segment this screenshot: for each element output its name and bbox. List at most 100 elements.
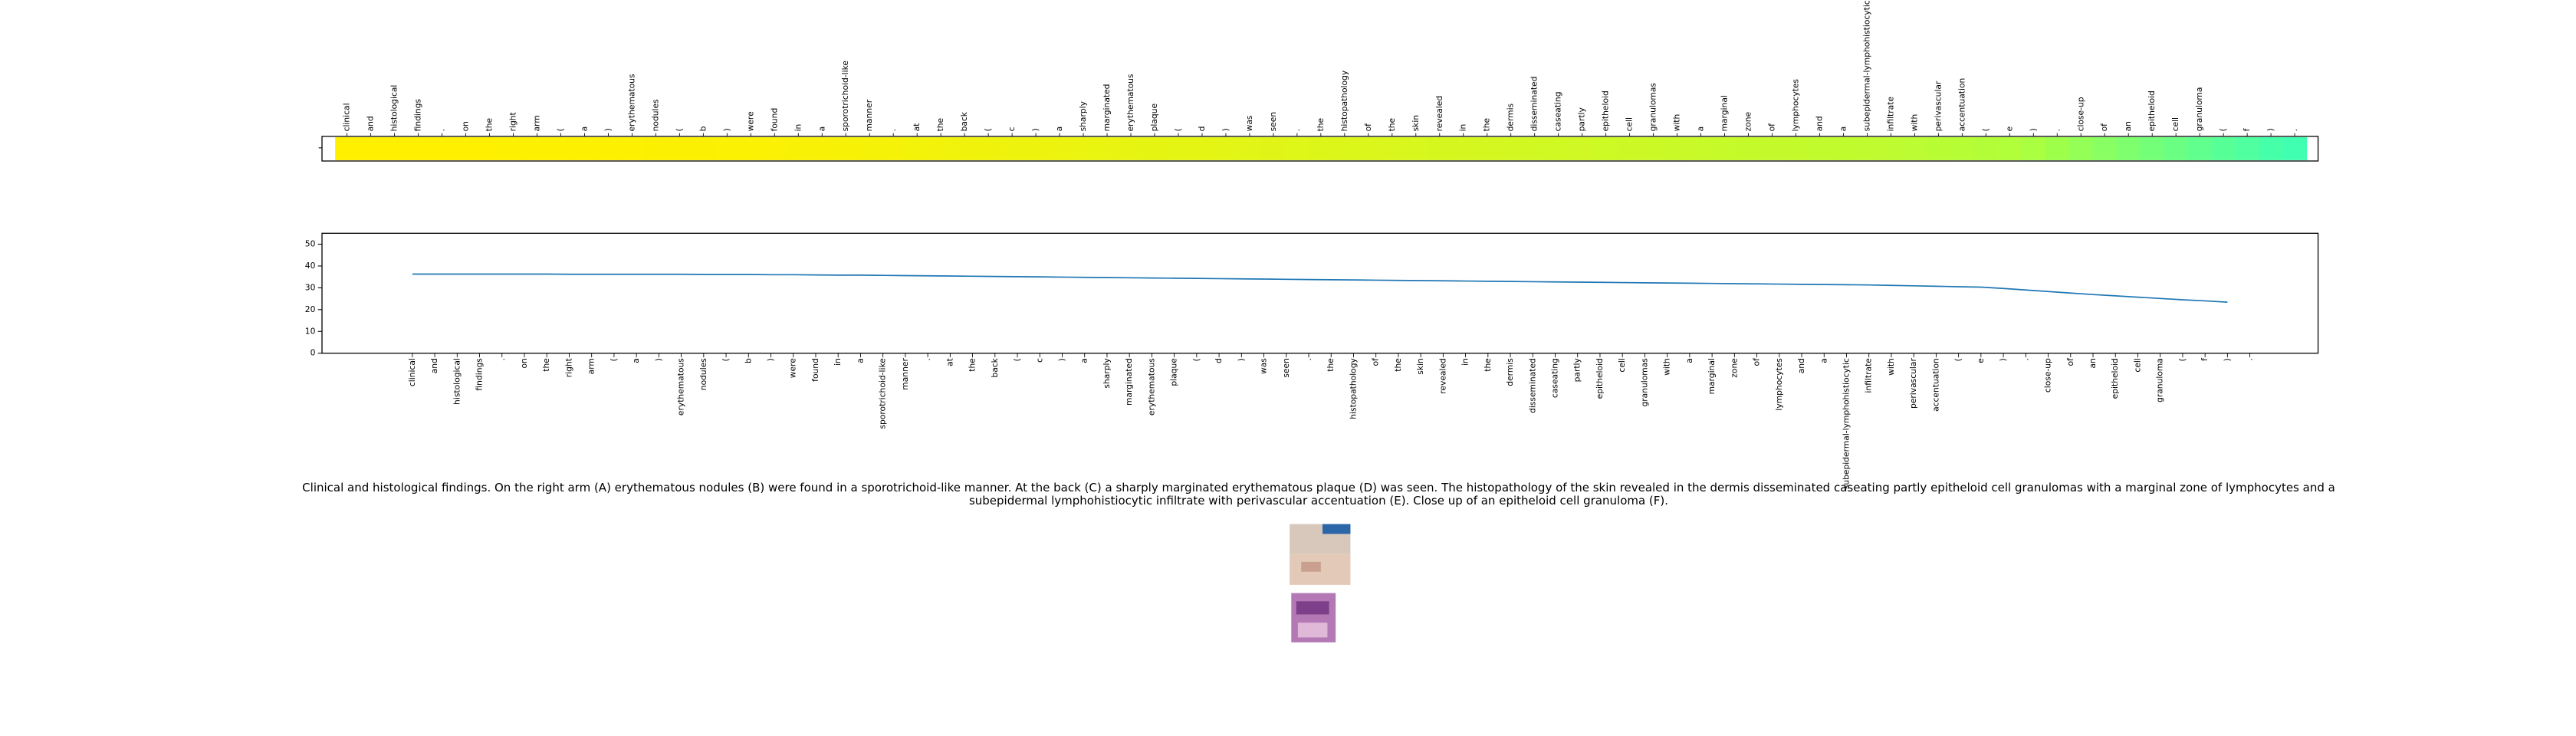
x-tick-label: marginated (1124, 358, 1134, 406)
heat-cell (1237, 136, 1263, 160)
heat-cell (2164, 136, 2189, 160)
x-tick-label: a (1079, 358, 1089, 363)
heat-cell (548, 136, 573, 160)
heat-cell (335, 136, 360, 160)
heat-cell (786, 136, 811, 160)
x-tick-label: the (935, 117, 945, 131)
x-tick-label: marginal (1720, 95, 1730, 131)
x-tick-label: . (2245, 358, 2255, 360)
x-tick-label: the (541, 358, 551, 372)
x-tick-label: a (816, 127, 826, 132)
x-tick-label: revealed (1434, 96, 1444, 132)
x-tick-label: subepidermal-lymphohistiocytic (1841, 358, 1851, 489)
x-tick-label: the (485, 117, 495, 131)
x-tick-label: cell (2170, 117, 2180, 131)
heat-cell (1356, 136, 1381, 160)
x-tick-label: the (1483, 358, 1493, 372)
heat-cell (881, 136, 906, 160)
heat-cell (1950, 136, 1975, 160)
x-tick-label: were (745, 111, 755, 132)
x-tick-label: cell (2132, 358, 2142, 372)
heat-cell (1594, 136, 1618, 160)
caption: Clinical and histological findings. On t… (302, 481, 2335, 508)
x-tick-label: seen (1268, 112, 1278, 132)
x-tick-label: granulomas (1648, 83, 1658, 132)
x-tick-label: sporotrichoid-like (840, 61, 850, 132)
heat-cell (1261, 136, 1286, 160)
x-tick-label: close-up (2043, 358, 2053, 393)
heat-cell (2092, 136, 2118, 160)
x-tick-label: epitheloid (1595, 358, 1605, 399)
x-tick-label: with (1662, 358, 1672, 376)
x-tick-label: e (1976, 358, 1986, 363)
heat-cell (1831, 136, 1856, 160)
x-tick-label: in (833, 358, 843, 366)
heat-cell (1997, 136, 2022, 160)
heat-cell (1855, 136, 1880, 160)
x-tick-label: with (1672, 114, 1682, 132)
y-tick-label: 20 (305, 304, 316, 314)
x-tick-label: ( (721, 358, 731, 361)
x-tick-label: perivascular (1933, 80, 1943, 131)
heat-cell (1285, 136, 1310, 160)
x-tick-label: perivascular (1908, 358, 1918, 409)
x-tick-label: ) (2028, 128, 2038, 131)
x-tick-label: clinical (342, 103, 352, 131)
x-tick-label: nodules (698, 358, 708, 390)
x-tick-label: marginated (1102, 84, 1112, 132)
x-tick-label: of (1766, 123, 1776, 132)
heat-cell (1309, 136, 1333, 160)
x-tick-label: . (437, 129, 447, 131)
x-tick-label: skin (1415, 358, 1425, 375)
heat-cell (1902, 136, 1927, 160)
heat-cell (1428, 136, 1452, 160)
x-tick-label: d (1214, 358, 1224, 363)
x-tick-label: clinical (407, 358, 417, 386)
x-tick-label: found (769, 108, 779, 132)
x-tick-label: ( (2218, 128, 2228, 131)
x-tick-label: zone (1729, 358, 1739, 378)
x-tick-label: on (461, 121, 471, 131)
x-tick-label: ( (2177, 358, 2187, 361)
heat-cell (762, 136, 787, 160)
heat-cell (2282, 136, 2308, 160)
x-tick-label: sharply (1102, 357, 1112, 388)
x-tick-label: the (1393, 358, 1403, 372)
x-tick-label: right (564, 358, 573, 377)
x-tick-label: an (2088, 358, 2098, 368)
heat-cell (667, 136, 692, 160)
x-tick-label: . (2052, 129, 2062, 131)
heat-cell (857, 136, 882, 160)
x-tick-label: . (2020, 358, 2030, 360)
x-tick-label: a (855, 358, 865, 363)
x-tick-label: of (1371, 358, 1381, 366)
heat-cell (1190, 136, 1215, 160)
x-tick-label: skin (1411, 115, 1421, 132)
heat-cell (2211, 136, 2236, 160)
heat-cell (1783, 136, 1809, 160)
x-tick-label: were (788, 358, 798, 379)
x-tick-label: subepidermal-lymphohistiocytic (1861, 0, 1871, 131)
heat-cell (928, 136, 954, 160)
x-tick-label: a (1696, 127, 1706, 132)
x-tick-label: the (968, 358, 978, 372)
heat-cell (1024, 136, 1049, 160)
heat-cell (572, 136, 597, 160)
x-tick-label: with (1909, 114, 1919, 132)
heat-cell (810, 136, 835, 160)
x-tick-label: findings (413, 99, 423, 132)
x-tick-label: a (579, 127, 589, 132)
x-tick-label: back (959, 111, 969, 131)
x-tick-label: erythematous (676, 358, 686, 416)
heat-cell (1760, 136, 1785, 160)
heat-cell (2187, 136, 2213, 160)
x-tick-label: a (1054, 127, 1064, 132)
x-tick-label: ( (1980, 128, 1990, 131)
heat-cell (1618, 136, 1642, 160)
heat-cell (406, 136, 431, 160)
heat-cell (1404, 136, 1428, 160)
x-tick-label: partly (1572, 357, 1582, 382)
x-tick-label: ( (555, 128, 565, 131)
x-tick-label: ) (1221, 128, 1230, 131)
